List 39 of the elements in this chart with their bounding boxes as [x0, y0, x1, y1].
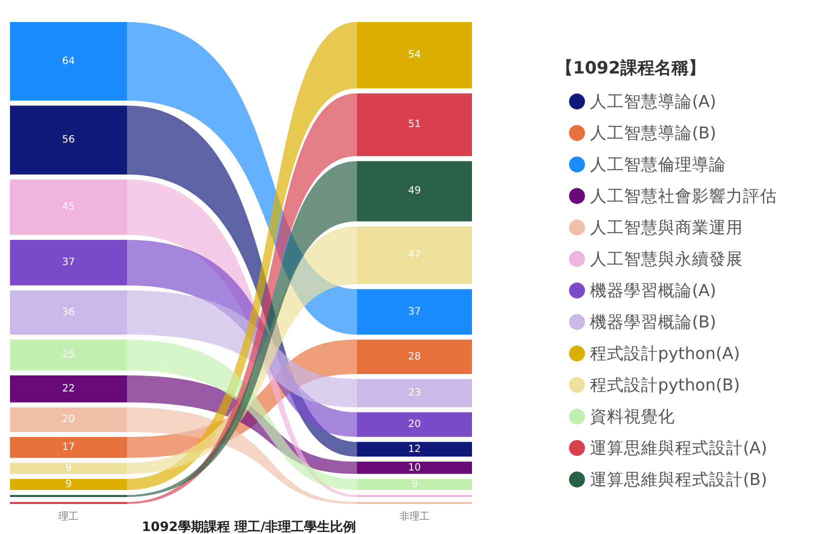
legend-label: 運算思維與程式設計(B) [590, 470, 768, 489]
legend-label: 人工智慧導論(A) [590, 92, 716, 111]
legend-label: 人工智慧與商業運用 [590, 218, 743, 237]
legend-label: 機器學習概論(A) [590, 281, 716, 300]
legend-label: 人工智慧倫理導論 [590, 155, 726, 174]
data-label: 20 [408, 419, 421, 430]
legend-label: 人工智慧與永續發展 [590, 250, 743, 268]
legend-label: 資料視覺化 [590, 407, 675, 426]
data-label: 9 [65, 478, 72, 490]
category-label: 理工 [58, 512, 78, 522]
data-label: 51 [408, 119, 421, 130]
data-label: 36 [62, 306, 75, 318]
legend-label: 程式設計python(B) [590, 376, 740, 394]
data-label: 56 [62, 134, 75, 146]
data-label: 37 [62, 257, 75, 268]
category-label: 非理工 [400, 510, 430, 522]
data-label: 47 [408, 250, 421, 261]
data-label: 45 [62, 202, 75, 213]
text: 1092學期課程 理工/非理工學生比例 [142, 519, 356, 534]
data-label: 10 [408, 462, 421, 474]
data-label: 64 [62, 56, 75, 67]
data-label: 9 [65, 462, 72, 474]
data-label: 22 [62, 383, 75, 394]
legend-label: 程式設計python(A) [590, 344, 740, 363]
data-label: 25 [62, 349, 75, 360]
legend-label: 人工智慧導論(B) [590, 124, 716, 142]
data-label: 23 [408, 388, 421, 399]
data-label: 12 [408, 444, 421, 455]
legend-label: 機器學習概論(B) [590, 312, 716, 332]
data-label: 54 [408, 50, 421, 61]
legend-label: 運算思維與程式設計(A) [590, 438, 768, 458]
data-label: 9 [411, 478, 418, 490]
data-label: 37 [408, 306, 421, 318]
data-label: 49 [408, 186, 421, 197]
data-label: 17 [62, 442, 75, 453]
data-label: 28 [408, 351, 421, 362]
legend-label: 人工智慧社會影響力評估 [590, 186, 777, 206]
data-label: 20 [62, 414, 75, 426]
legend-title: 【1092課程名稱】 [556, 58, 706, 78]
